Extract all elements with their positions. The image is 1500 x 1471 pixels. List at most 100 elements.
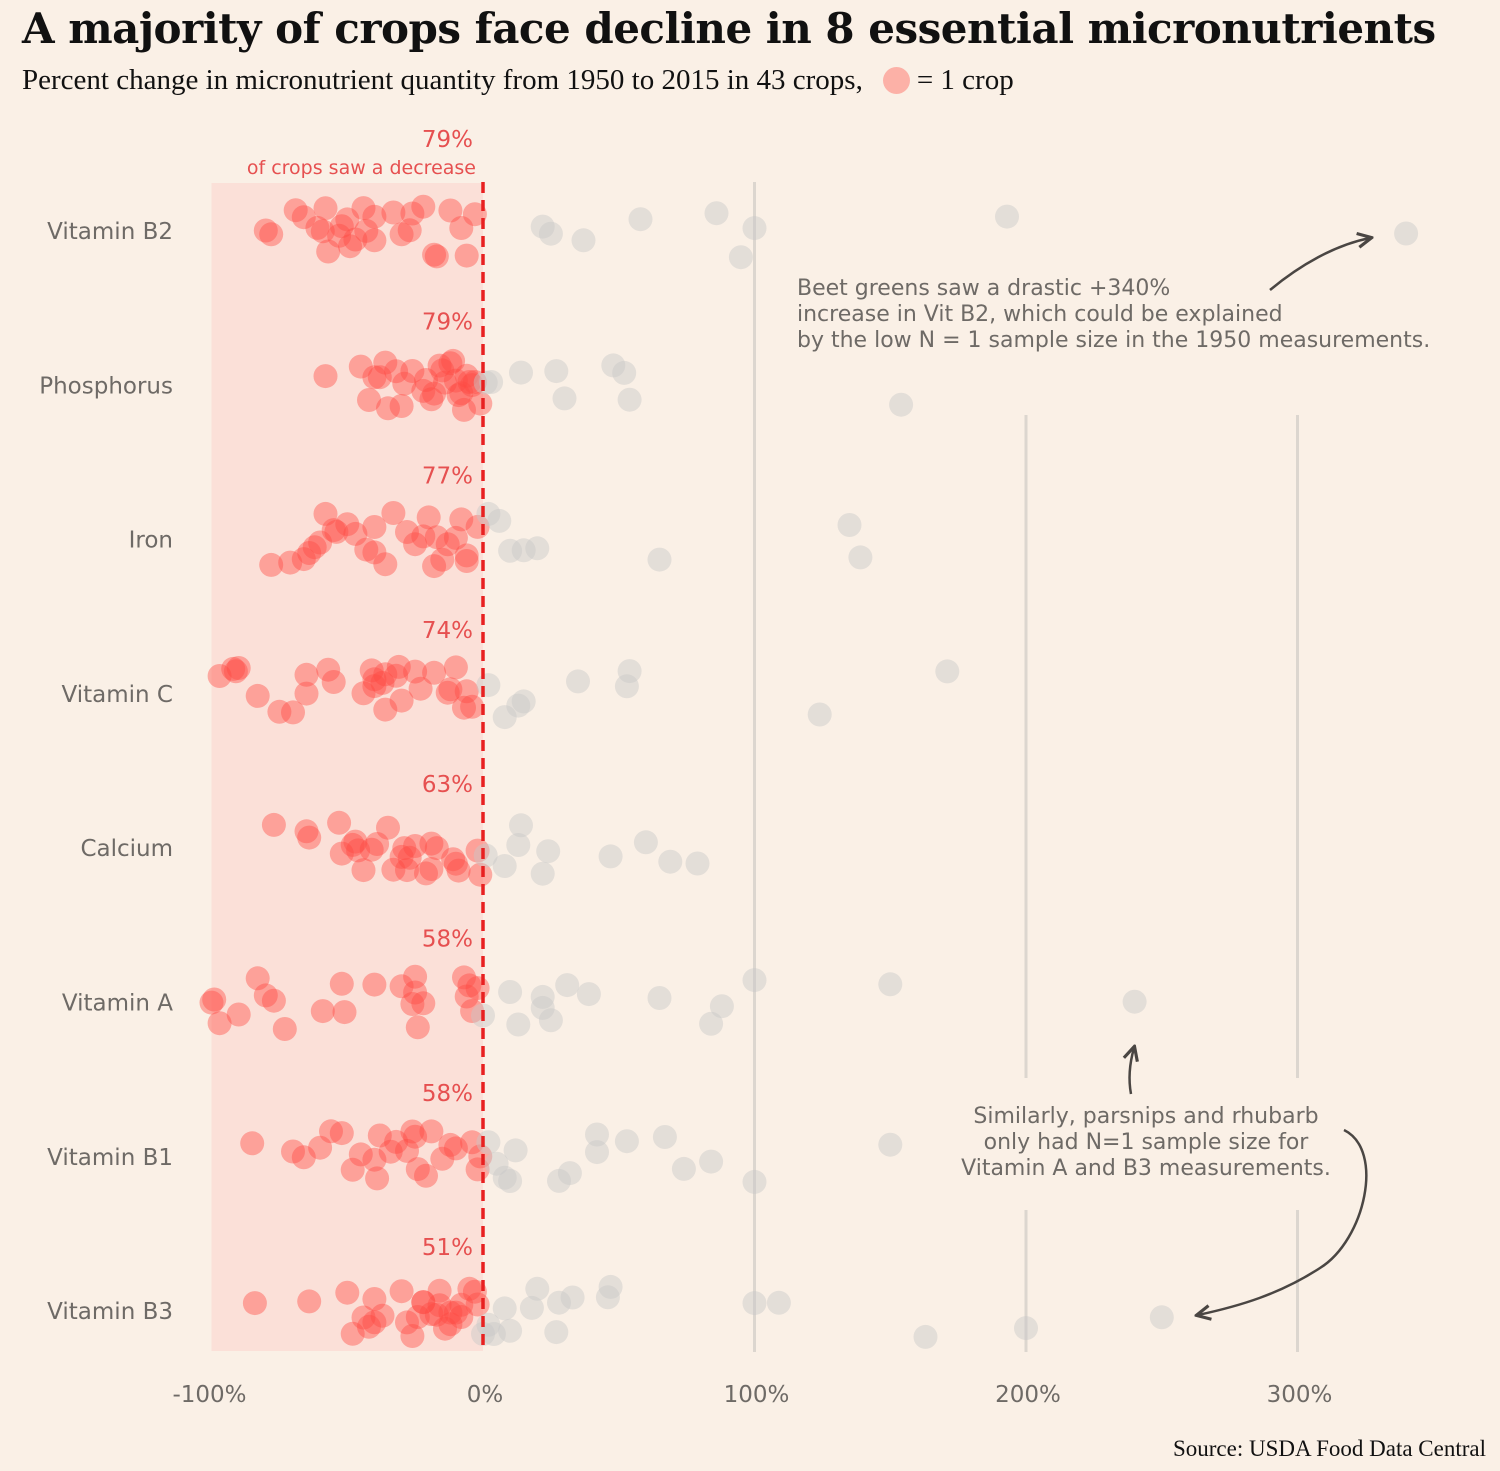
dot-phosphorus <box>400 359 425 383</box>
dot-vitamin-b2 <box>389 222 414 247</box>
dot-vitamin-b1 <box>557 1161 582 1186</box>
dot-vitamin-b1 <box>547 1168 571 1193</box>
dot-phosphorus <box>617 387 642 412</box>
dot-vitamin-b1 <box>365 1166 390 1191</box>
decrease-share-label: 58% <box>422 927 473 953</box>
dot-vitamin-a <box>454 984 479 1009</box>
dot-vitamin-c <box>226 656 251 680</box>
dot-iron <box>259 552 284 577</box>
dot-vitamin-c <box>294 662 319 687</box>
dot-phosphorus <box>430 358 455 383</box>
dot-vitamin-b3 <box>433 1316 457 1341</box>
dot-vitamin-b2 <box>291 205 316 230</box>
dot-iron <box>454 549 479 573</box>
dot-vitamin-b1 <box>329 1121 354 1146</box>
dot-iron <box>335 512 360 537</box>
x-tick-label: -100% <box>172 1382 246 1408</box>
dot-vitamin-a <box>878 972 903 997</box>
dot-vitamin-a <box>362 972 387 997</box>
dot-vitamin-b2 <box>462 202 487 227</box>
dot-vitamin-a <box>530 984 555 1009</box>
dot-vitamin-c <box>408 676 433 701</box>
legend-text: = 1 crop <box>916 64 1014 96</box>
dot-vitamin-b1 <box>308 1135 333 1160</box>
dot-vitamin-b2 <box>354 218 379 243</box>
dot-calcium <box>492 854 517 878</box>
dot-iron <box>449 507 474 532</box>
dot-phosphorus <box>313 364 338 389</box>
dot-vitamin-c <box>460 694 485 719</box>
dot-vitamin-b3 <box>411 1290 436 1315</box>
dot-iron <box>430 547 455 572</box>
dot-vitamin-b3 <box>438 1300 463 1325</box>
dot-vitamin-b2 <box>454 243 479 268</box>
dot-phosphorus <box>438 351 463 376</box>
dot-phosphorus <box>468 391 493 416</box>
decrease-share-label: 58% <box>422 1081 473 1107</box>
dot-iron <box>525 536 550 561</box>
x-tick-label: 100% <box>724 1382 790 1408</box>
dot-vitamin-a <box>245 966 270 991</box>
dot-vitamin-b1 <box>614 1129 639 1154</box>
dot-phosphorus <box>392 371 417 396</box>
dot-vitamin-c <box>267 699 292 724</box>
dot-vitamin-b3 <box>560 1285 585 1310</box>
dot-calcium <box>536 839 561 864</box>
dot-vitamin-b3 <box>405 1305 430 1329</box>
chart-title: A majority of crops face decline in 8 es… <box>22 4 1436 53</box>
dot-vitamin-c <box>422 660 447 685</box>
dot-vitamin-c <box>223 659 248 684</box>
dot-vitamin-c <box>807 702 832 727</box>
dot-vitamin-b1 <box>362 1147 387 1172</box>
dot-iron <box>381 501 406 525</box>
dot-vitamin-b3 <box>1014 1316 1038 1341</box>
dot-calcium <box>327 810 352 835</box>
dot-vitamin-b3 <box>335 1280 360 1305</box>
dot-vitamin-b3 <box>427 1278 452 1303</box>
dot-iron <box>354 537 379 562</box>
dot-phosphorus <box>376 396 400 421</box>
dot-vitamin-b3 <box>457 1276 482 1301</box>
dot-vitamin-b3 <box>400 1324 425 1348</box>
dot-iron <box>362 540 387 565</box>
dot-vitamin-c <box>443 655 468 680</box>
dot-vitamin-a <box>465 976 490 1001</box>
dot-vitamin-b3 <box>340 1321 365 1346</box>
dot-calcium <box>446 858 471 883</box>
dot-calcium <box>297 825 322 850</box>
dot-vitamin-c <box>373 662 398 687</box>
dot-vitamin-b2 <box>397 218 422 243</box>
dot-phosphorus <box>601 353 626 378</box>
dot-vitamin-b3 <box>449 1305 474 1329</box>
dot-calcium <box>633 830 658 855</box>
dot-vitamin-b1 <box>419 1119 444 1144</box>
dot-calcium <box>419 857 444 881</box>
dot-iron <box>411 524 436 549</box>
dot-phosphorus <box>479 370 504 394</box>
dot-calcium <box>658 849 683 874</box>
parsnips-rhubarb-note: Similarly, parsnips and rhubarb only had… <box>961 1104 1331 1181</box>
dot-phosphorus <box>411 378 436 403</box>
dot-iron <box>313 501 338 526</box>
dot-vitamin-b1 <box>340 1157 365 1182</box>
dot-vitamin-b1 <box>878 1132 903 1157</box>
dot-vitamin-b1 <box>405 1157 430 1182</box>
dot-phosphorus <box>446 383 471 408</box>
dot-phosphorus <box>427 353 452 378</box>
dot-phosphorus <box>357 388 381 412</box>
dot-iron <box>848 545 873 570</box>
dot-phosphorus <box>367 365 392 390</box>
dot-vitamin-b3 <box>411 1290 436 1315</box>
dot-vitamin-b3 <box>395 1310 419 1335</box>
dot-vitamin-b1 <box>367 1123 392 1148</box>
dot-vitamin-b3 <box>595 1285 620 1310</box>
decrease-share-label: 79% <box>422 309 473 335</box>
dot-phosphorus <box>362 365 387 390</box>
decrease-share-label: 79% <box>422 127 473 153</box>
dot-vitamin-b1 <box>476 1130 501 1155</box>
dot-vitamin-b3 <box>438 1312 463 1337</box>
dot-iron <box>435 532 460 557</box>
dot-vitamin-c <box>403 659 428 684</box>
dot-vitamin-b2 <box>728 245 753 270</box>
dot-vitamin-c <box>207 664 232 688</box>
